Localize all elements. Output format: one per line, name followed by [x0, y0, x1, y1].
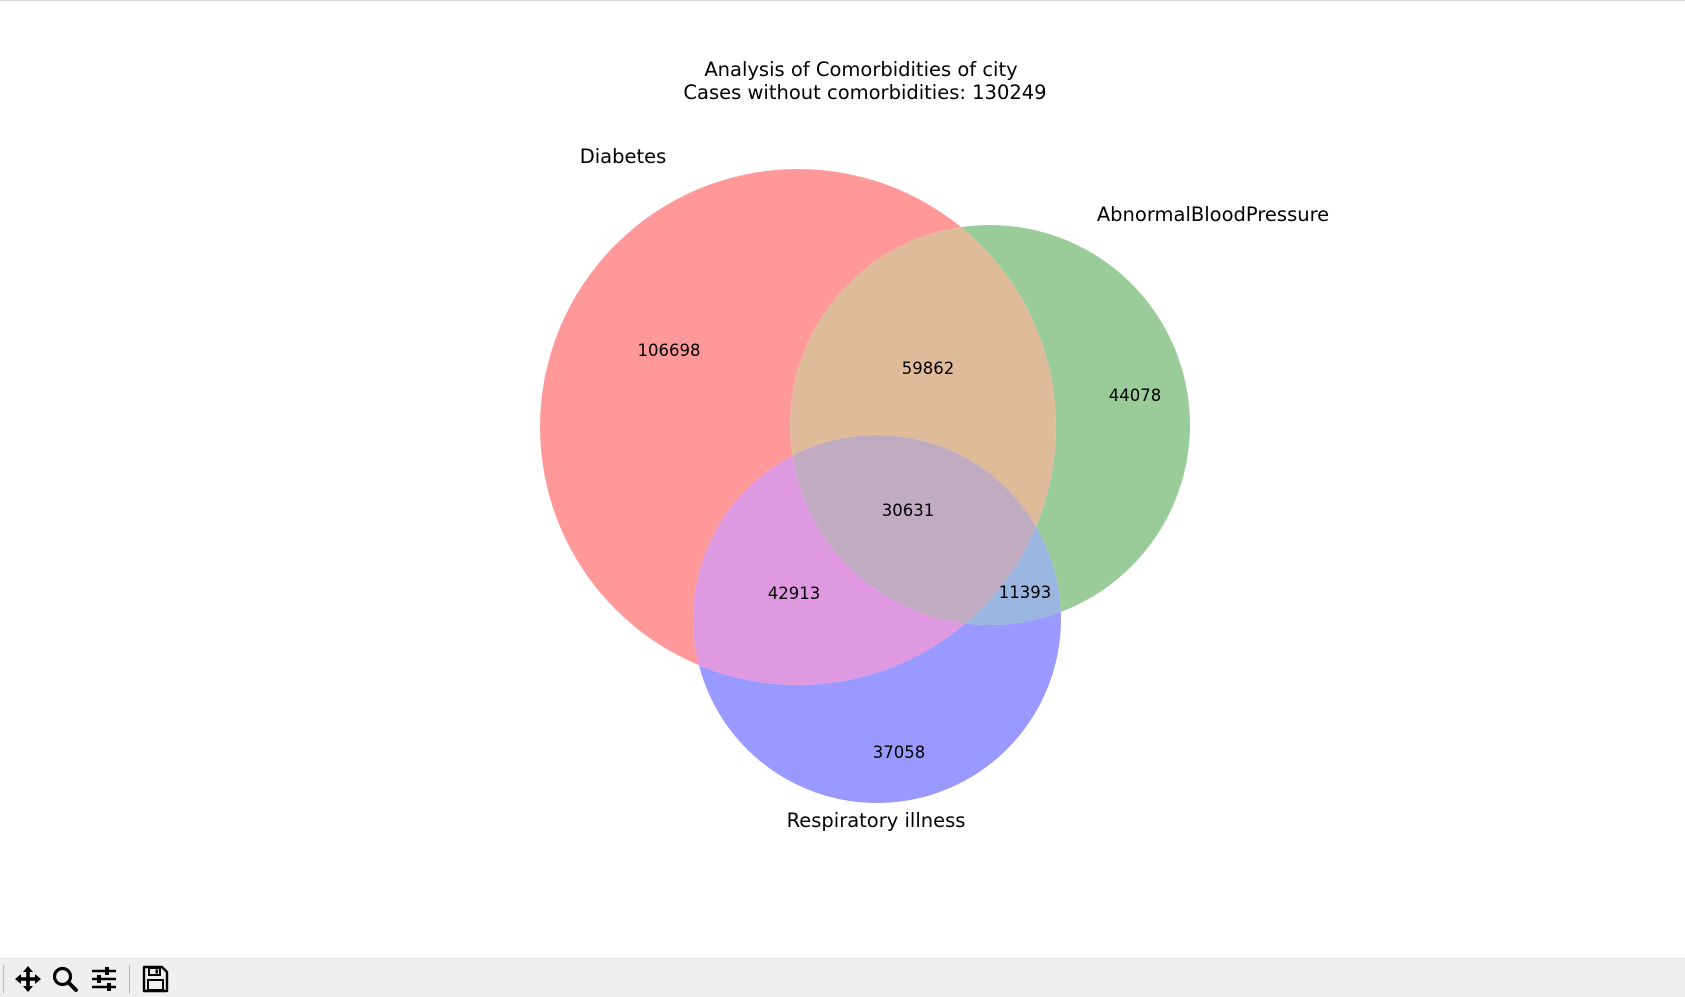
venn-diagram: Analysis of Comorbidities of city Cases …	[540, 58, 1329, 832]
region-value-110: 59862	[902, 359, 955, 378]
chart-subtitle: Cases without comorbidities: 130249	[683, 81, 1046, 104]
window-top-border	[0, 0, 1685, 1]
set-label-abnormal-blood-pressure: AbnormalBloodPressure	[1097, 203, 1329, 226]
magnifier-icon	[52, 966, 78, 992]
toolbar-separator	[129, 965, 130, 993]
set-labels: Diabetes AbnormalBloodPressure Respirato…	[580, 145, 1329, 832]
configure-subplots-button[interactable]	[86, 963, 122, 995]
region-value-011: 11393	[999, 583, 1052, 602]
region-value-101: 42913	[768, 584, 821, 603]
zoom-button[interactable]	[47, 963, 83, 995]
toolbar-separator	[3, 965, 4, 993]
venn-regions	[540, 169, 1190, 803]
region-value-111: 30631	[882, 501, 935, 520]
region-value-labels: 106698 44078 37058 59862 42913 11393 30631	[638, 341, 1162, 762]
save-button[interactable]	[137, 963, 173, 995]
pan-button[interactable]	[10, 963, 46, 995]
chart-title: Analysis of Comorbidities of city	[704, 58, 1017, 81]
sliders-icon	[92, 967, 116, 991]
move-arrows-icon	[15, 966, 41, 992]
floppy-disk-icon	[142, 965, 169, 993]
figure-canvas: Analysis of Comorbidities of city Cases …	[0, 1, 1685, 958]
set-label-diabetes: Diabetes	[580, 145, 667, 168]
set-label-respiratory-illness: Respiratory illness	[787, 809, 966, 832]
region-value-010: 44078	[1109, 386, 1162, 405]
navigation-toolbar	[0, 958, 1685, 997]
region-value-001: 37058	[873, 743, 926, 762]
region-all-three	[790, 435, 1056, 625]
region-value-100: 106698	[638, 341, 701, 360]
